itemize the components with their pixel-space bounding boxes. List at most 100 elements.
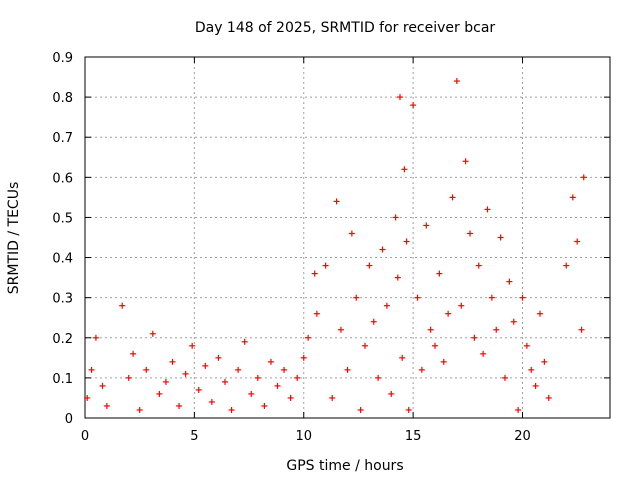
data-point <box>484 206 491 213</box>
data-point <box>580 174 587 181</box>
data-point <box>541 358 548 365</box>
y-tick-label: 0.2 <box>52 332 73 347</box>
data-point <box>574 238 581 245</box>
x-tick-label: 5 <box>190 429 198 444</box>
data-point <box>388 390 395 397</box>
data-point <box>523 342 530 349</box>
data-point <box>333 198 340 205</box>
data-point <box>344 366 351 373</box>
data-point <box>241 338 248 345</box>
data-point <box>545 394 552 401</box>
data-point <box>311 270 318 277</box>
data-point <box>208 398 215 405</box>
data-point <box>399 354 406 361</box>
data-point <box>375 374 382 381</box>
y-tick-label: 0.7 <box>52 131 73 146</box>
data-point <box>202 362 209 369</box>
data-point <box>488 294 495 301</box>
y-tick-label: 0.9 <box>52 51 73 66</box>
y-tick-label: 0.8 <box>52 91 73 106</box>
data-point <box>119 302 126 309</box>
data-point <box>394 274 401 281</box>
data-point <box>423 222 430 229</box>
data-point <box>383 302 390 309</box>
data-point <box>313 310 320 317</box>
data-point <box>453 78 460 85</box>
data-point <box>84 394 91 401</box>
data-point <box>353 294 360 301</box>
data-point <box>156 390 163 397</box>
data-point <box>294 374 301 381</box>
data-point <box>467 230 473 237</box>
data-point <box>502 374 508 381</box>
data-point <box>267 358 274 365</box>
x-tick-label: 20 <box>514 429 531 444</box>
data-point <box>401 166 408 173</box>
data-point <box>366 262 373 269</box>
data-point <box>130 350 137 357</box>
data-point <box>169 358 176 365</box>
data-point <box>189 342 196 349</box>
data-point <box>103 402 110 409</box>
data-point <box>370 318 377 325</box>
data-point <box>329 394 336 401</box>
data-point <box>458 302 465 309</box>
data-point <box>537 310 543 317</box>
x-axis-label: GPS time / hours <box>286 458 403 474</box>
data-point <box>162 378 169 385</box>
data-point <box>440 358 447 365</box>
data-point <box>532 382 539 389</box>
data-point <box>519 294 526 301</box>
data-point <box>248 390 255 397</box>
data-point <box>403 238 410 245</box>
data-point <box>578 326 585 333</box>
data-point <box>569 194 576 201</box>
grid-layer <box>85 57 610 418</box>
data-point <box>449 194 456 201</box>
data-point <box>436 270 443 277</box>
data-point <box>379 246 386 253</box>
data-point <box>405 406 412 413</box>
data-point <box>222 378 228 385</box>
data-point <box>337 326 344 333</box>
data-point <box>471 334 478 341</box>
data-point <box>515 406 522 413</box>
data-point <box>92 334 99 341</box>
chart-title: Day 148 of 2025, SRMTID for receiver bca… <box>195 20 496 36</box>
data-point <box>493 326 500 333</box>
data-point <box>149 330 156 337</box>
data-point <box>357 406 364 413</box>
y-tick-label: 0 <box>65 412 73 427</box>
x-tick-label: 10 <box>295 429 312 444</box>
data-point <box>143 366 150 373</box>
data-point <box>392 214 399 221</box>
data-point <box>480 350 487 357</box>
x-tick-label: 0 <box>81 429 89 444</box>
data-point <box>281 366 288 373</box>
data-point <box>88 366 95 373</box>
data-point <box>348 230 355 237</box>
data-point <box>397 94 403 101</box>
data-point <box>136 406 143 413</box>
data-point <box>274 382 281 389</box>
data-point <box>182 370 189 377</box>
data-point <box>305 334 312 341</box>
data-point <box>475 262 482 269</box>
data-point <box>235 366 242 373</box>
data-point <box>362 342 368 349</box>
data-point <box>195 386 202 393</box>
data-point <box>215 354 222 361</box>
plot-frame <box>84 56 611 419</box>
data-point <box>228 406 235 413</box>
data-point <box>322 262 329 269</box>
y-tick-label: 0.3 <box>52 292 73 307</box>
ticks-layer: 0 0.1 0.2 0.3 0.4 0.5 0.6 0.7 0.8 0.9 0 5 10 15 20 <box>52 51 610 444</box>
x-tick-label: 15 <box>405 429 422 444</box>
data-point <box>445 310 452 317</box>
data-point <box>287 394 294 401</box>
data-point <box>506 278 513 285</box>
data-point <box>125 374 132 381</box>
y-tick-label: 0.5 <box>52 211 73 226</box>
data-point <box>300 354 307 361</box>
